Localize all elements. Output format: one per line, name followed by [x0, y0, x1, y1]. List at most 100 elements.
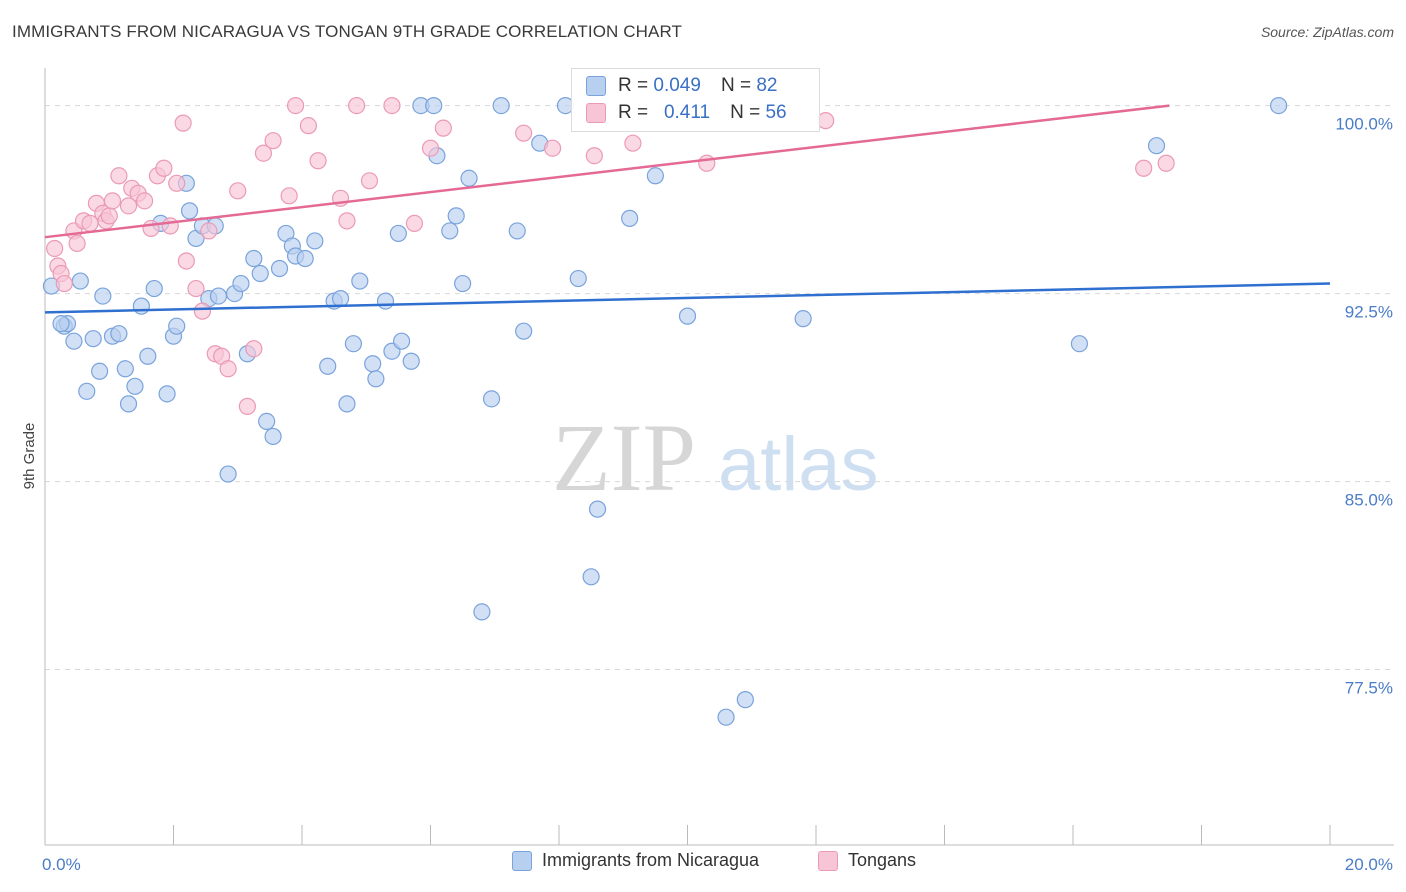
stats-r-value: 0.411	[663, 102, 711, 123]
y-tick-label: 92.5%	[1345, 303, 1393, 322]
data-point	[119, 197, 138, 215]
data-point	[698, 154, 716, 172]
data-point	[219, 465, 237, 483]
data-point	[736, 691, 754, 709]
data-point	[344, 335, 362, 353]
y-tick-label: 77.5%	[1345, 679, 1393, 698]
data-point	[94, 287, 112, 305]
chart-title: IMMIGRANTS FROM NICARAGUA VS TONGAN 9TH …	[12, 22, 683, 41]
stats-swatch-tongans	[586, 103, 606, 123]
data-point	[68, 234, 86, 253]
data-point	[71, 272, 89, 290]
legend-swatch-tongans	[818, 850, 838, 871]
data-point	[232, 274, 250, 293]
data-point	[817, 112, 835, 130]
data-point	[482, 390, 501, 408]
data-point	[254, 144, 273, 162]
data-point	[624, 134, 642, 152]
data-point	[258, 412, 276, 431]
legend-item-nicaragua[interactable]: Immigrants from Nicaragua	[512, 850, 759, 871]
data-point	[168, 317, 186, 335]
data-point	[264, 427, 282, 446]
y-tick-label: 100.0%	[1335, 115, 1393, 134]
data-point	[65, 332, 83, 350]
stats-row-tongans: R = 0.411 N = 56	[586, 100, 787, 126]
data-point	[193, 302, 212, 320]
axis-labels: 100.0% 92.5% 85.0% 77.5% 0.0% 20.0% 9th Grade	[21, 115, 1393, 874]
trend-line-nicaragua	[44, 282, 1331, 314]
series-tongans-points	[46, 96, 1175, 415]
data-point	[110, 167, 128, 185]
data-point	[351, 272, 369, 290]
data-point	[245, 340, 263, 358]
data-point	[392, 332, 411, 350]
data-point	[296, 249, 314, 268]
trend-lines	[44, 104, 1331, 314]
data-point	[46, 239, 64, 258]
data-point	[717, 708, 735, 726]
data-point	[91, 362, 109, 380]
data-point	[145, 279, 163, 298]
data-point	[286, 96, 305, 115]
data-point	[473, 603, 491, 621]
watermark-atlas: atlas	[718, 422, 879, 507]
stats-n-label: N =	[730, 102, 761, 123]
data-point	[1135, 159, 1153, 177]
data-point	[646, 167, 664, 185]
data-point	[142, 219, 160, 238]
stats-r-label: R =	[618, 75, 649, 96]
stats-n-value: 56	[765, 102, 787, 123]
data-point	[139, 347, 157, 365]
data-point	[1147, 137, 1166, 155]
stats-r-label: R =	[618, 102, 649, 123]
data-point	[245, 249, 263, 268]
data-point	[119, 395, 138, 413]
data-point	[454, 274, 472, 293]
data-point	[229, 182, 247, 200]
data-point	[126, 377, 144, 395]
data-point	[270, 259, 289, 278]
data-point	[441, 222, 459, 240]
data-point	[168, 174, 186, 192]
data-point	[319, 357, 337, 375]
data-point	[364, 355, 382, 373]
data-point	[280, 187, 298, 205]
legend-item-tongans[interactable]: Tongans	[818, 850, 916, 871]
data-point	[155, 159, 173, 177]
data-point	[389, 224, 407, 243]
data-point	[306, 232, 324, 250]
data-point	[331, 289, 350, 308]
stats-swatch-nicaragua	[586, 76, 606, 96]
data-point	[447, 207, 465, 225]
stats-row-nicaragua: R = 0.049 N = 82	[586, 73, 777, 99]
data-point	[1070, 335, 1089, 353]
data-point	[338, 395, 356, 413]
data-point	[103, 192, 122, 210]
data-point	[110, 325, 128, 343]
legend-swatch-nicaragua	[512, 850, 532, 871]
data-point	[582, 568, 600, 586]
data-point	[492, 96, 510, 115]
data-point	[460, 169, 478, 187]
stats-n-label: N =	[720, 75, 752, 96]
data-point	[78, 382, 96, 400]
data-point	[135, 192, 154, 210]
stats-r-value: 0.049	[653, 75, 701, 96]
data-point	[299, 117, 318, 135]
data-point	[200, 222, 218, 240]
stats-n-value: 82	[756, 75, 778, 96]
data-point	[569, 269, 587, 288]
data-point	[158, 385, 176, 403]
data-point	[543, 139, 562, 157]
data-point	[348, 96, 366, 115]
data-point	[405, 214, 424, 232]
data-point	[585, 147, 603, 165]
data-point	[1157, 154, 1175, 172]
x-tick-label: 0.0%	[42, 855, 81, 874]
stats-legend: R = 0.049 N = 82 R = 0.411 N = 56	[571, 68, 820, 132]
data-point	[678, 307, 697, 325]
data-point	[55, 274, 73, 293]
data-point	[309, 152, 327, 170]
y-axis-title: 9th Grade	[21, 423, 38, 490]
